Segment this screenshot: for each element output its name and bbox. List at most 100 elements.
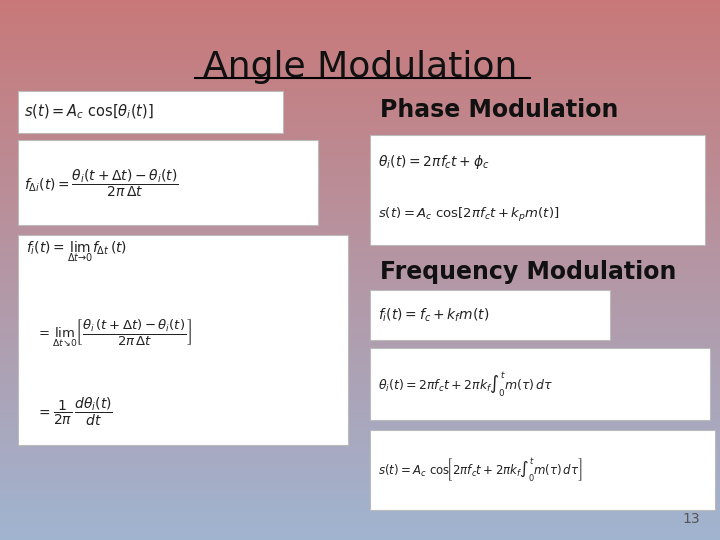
Bar xyxy=(0,466,720,468)
Bar xyxy=(0,238,720,239)
Bar xyxy=(0,108,720,110)
Bar xyxy=(0,187,720,189)
Bar xyxy=(0,525,720,528)
Bar xyxy=(0,477,720,479)
Bar xyxy=(0,47,720,49)
Bar xyxy=(0,410,720,412)
Text: $f_i(t) = \lim_{\Delta t\to 0} f_{\Delta t}(t)$: $f_i(t) = \lim_{\Delta t\to 0} f_{\Delta… xyxy=(26,240,127,264)
Bar xyxy=(0,92,720,93)
Bar xyxy=(0,153,720,155)
Bar xyxy=(0,488,720,490)
Bar xyxy=(0,234,720,236)
Bar xyxy=(0,538,720,540)
Bar xyxy=(0,124,720,126)
Bar xyxy=(0,292,720,293)
Bar xyxy=(0,76,720,77)
Bar xyxy=(0,25,720,27)
Bar xyxy=(0,425,720,427)
Bar xyxy=(0,331,720,333)
Bar xyxy=(0,342,720,344)
Bar xyxy=(0,385,720,387)
Bar xyxy=(0,90,720,92)
Bar xyxy=(0,356,720,358)
Bar xyxy=(0,164,720,166)
Bar xyxy=(0,428,720,430)
Bar xyxy=(0,498,720,501)
Bar xyxy=(0,358,720,360)
Bar xyxy=(0,7,720,9)
Bar xyxy=(0,401,720,403)
Bar xyxy=(0,56,720,58)
Bar xyxy=(0,403,720,405)
Bar xyxy=(0,99,720,101)
Bar xyxy=(0,193,720,194)
Bar xyxy=(0,220,720,221)
Bar xyxy=(0,336,720,339)
Bar xyxy=(0,45,720,47)
Bar xyxy=(0,115,720,117)
FancyBboxPatch shape xyxy=(370,348,710,420)
Bar xyxy=(0,185,720,187)
Bar xyxy=(0,369,720,371)
Bar xyxy=(0,390,720,393)
Bar xyxy=(0,524,720,525)
Bar xyxy=(0,409,720,410)
Bar xyxy=(0,258,720,259)
Bar xyxy=(0,394,720,396)
Bar xyxy=(0,110,720,112)
Bar xyxy=(0,506,720,508)
Bar xyxy=(0,144,720,146)
Bar xyxy=(0,81,720,83)
Bar xyxy=(0,250,720,252)
Bar xyxy=(0,158,720,160)
Bar xyxy=(0,383,720,385)
Bar xyxy=(0,20,720,22)
Bar xyxy=(0,515,720,517)
Bar xyxy=(0,207,720,209)
Bar xyxy=(0,290,720,292)
Bar xyxy=(0,517,720,518)
Bar xyxy=(0,191,720,193)
Bar xyxy=(0,225,720,227)
Bar xyxy=(0,259,720,261)
Bar xyxy=(0,126,720,128)
Bar xyxy=(0,535,720,536)
Bar xyxy=(0,484,720,486)
Bar xyxy=(0,38,720,39)
Bar xyxy=(0,228,720,231)
Bar xyxy=(0,96,720,97)
Bar xyxy=(0,309,720,312)
Bar xyxy=(0,347,720,349)
Bar xyxy=(0,135,720,137)
Bar xyxy=(0,39,720,42)
FancyBboxPatch shape xyxy=(370,290,610,340)
Bar xyxy=(0,16,720,18)
Bar xyxy=(0,389,720,390)
Bar xyxy=(0,299,720,301)
Bar xyxy=(0,201,720,204)
Bar xyxy=(0,398,720,400)
Bar xyxy=(0,133,720,135)
Bar xyxy=(0,77,720,79)
Bar xyxy=(0,180,720,182)
Bar xyxy=(0,212,720,214)
Bar xyxy=(0,0,720,2)
Bar xyxy=(0,131,720,133)
Bar xyxy=(0,328,720,329)
Bar xyxy=(0,380,720,382)
Text: $f_i(t) = f_c + k_f m(t)$: $f_i(t) = f_c + k_f m(t)$ xyxy=(378,306,490,323)
Bar xyxy=(0,266,720,268)
Bar xyxy=(0,155,720,157)
Bar xyxy=(0,243,720,245)
Bar xyxy=(0,455,720,457)
Bar xyxy=(0,285,720,286)
Bar xyxy=(0,189,720,191)
Text: $= \lim_{\Delta t \searrow 0} \left[\dfrac{\theta_i(t + \Delta t) - \theta_i(t)}: $= \lim_{\Delta t \searrow 0} \left[\dfr… xyxy=(36,318,192,349)
Bar xyxy=(0,326,720,328)
Bar xyxy=(0,22,720,23)
Bar xyxy=(0,214,720,216)
Bar xyxy=(0,420,720,421)
Bar xyxy=(0,9,720,11)
Bar xyxy=(0,434,720,436)
Bar xyxy=(0,416,720,417)
